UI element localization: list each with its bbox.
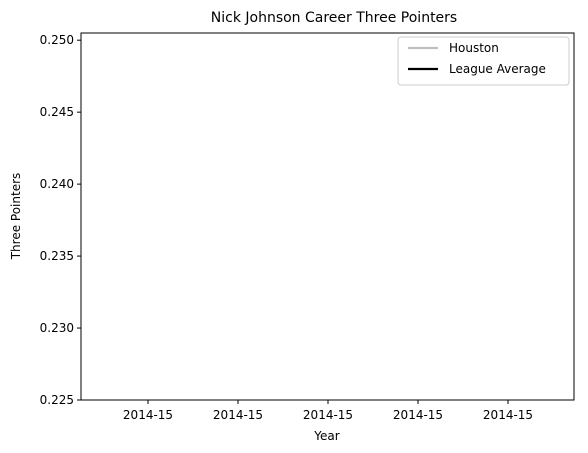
- x-tick-label: 2014-15: [483, 408, 533, 422]
- y-tick-label: 0.250: [40, 33, 74, 47]
- chart-title: Nick Johnson Career Three Pointers: [211, 10, 457, 26]
- y-axis-label: Three Pointers: [9, 173, 23, 261]
- x-axis: 2014-15 2014-15 2014-15 2014-15 2014-15: [123, 400, 533, 422]
- x-tick-label: 2014-15: [393, 408, 443, 422]
- legend-label: Houston: [449, 41, 499, 55]
- x-tick-label: 2014-15: [123, 408, 173, 422]
- legend-label: League Average: [449, 62, 546, 76]
- x-axis-label: Year: [313, 429, 339, 443]
- y-tick-label: 0.240: [40, 177, 74, 191]
- x-tick-label: 2014-15: [303, 408, 353, 422]
- y-tick-label: 0.235: [40, 249, 74, 263]
- legend-frame: [397, 36, 570, 86]
- y-tick-label: 0.225: [40, 393, 74, 407]
- plot-frame: [80, 32, 575, 401]
- y-tick-label: 0.245: [40, 105, 74, 119]
- y-axis: 0.225 0.230 0.235 0.240 0.245 0.250: [40, 33, 81, 407]
- x-tick-label: 2014-15: [213, 408, 263, 422]
- legend: Houston League Average: [397, 36, 570, 86]
- y-tick-label: 0.230: [40, 321, 74, 335]
